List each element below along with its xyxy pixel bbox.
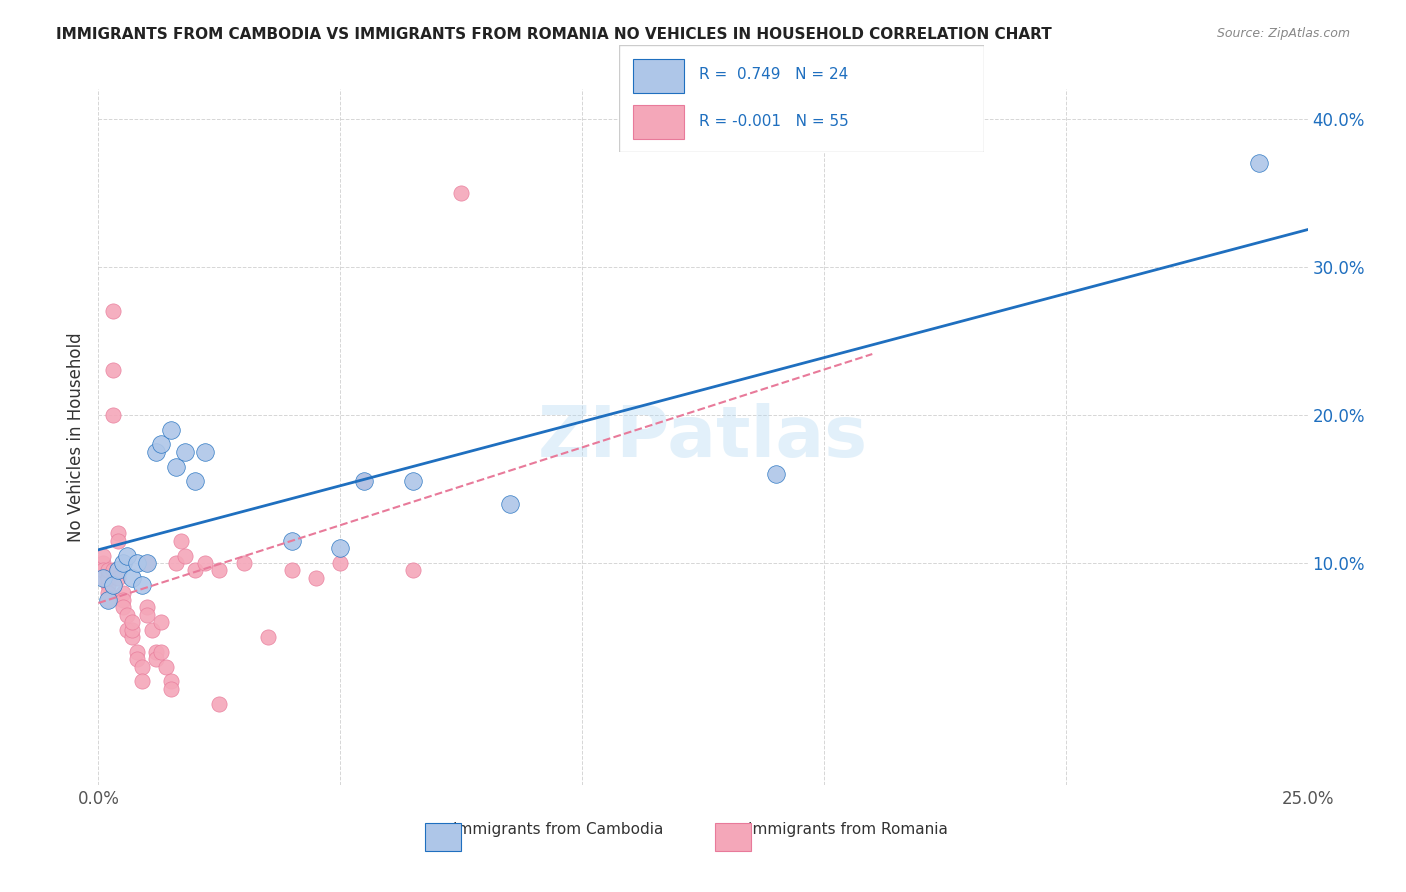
Point <box>117 607 139 622</box>
Point <box>97 593 120 607</box>
Point <box>135 607 157 622</box>
Point <box>194 445 217 459</box>
FancyBboxPatch shape <box>425 823 461 851</box>
FancyBboxPatch shape <box>619 45 984 152</box>
Point <box>101 363 124 377</box>
Point <box>101 563 124 577</box>
Point <box>160 674 183 689</box>
Point <box>305 571 328 585</box>
Point <box>150 437 173 451</box>
Point <box>101 304 124 318</box>
Point <box>91 571 114 585</box>
Point <box>91 563 114 577</box>
Point <box>97 563 120 577</box>
Point <box>174 445 197 459</box>
Point <box>135 556 157 570</box>
Point <box>121 571 143 585</box>
Point <box>121 623 143 637</box>
Point <box>353 475 375 489</box>
Text: ZIPatlas: ZIPatlas <box>538 402 868 472</box>
Point <box>91 549 114 563</box>
Point <box>160 423 183 437</box>
Point <box>141 623 163 637</box>
Point <box>281 533 304 548</box>
Point <box>194 556 217 570</box>
Point <box>97 571 120 585</box>
Point <box>131 659 153 673</box>
Point <box>111 600 134 615</box>
Text: Immigrants from Cambodia: Immigrants from Cambodia <box>453 822 664 837</box>
Point <box>402 475 425 489</box>
Point <box>127 645 149 659</box>
Point <box>160 681 183 696</box>
Point <box>256 630 278 644</box>
Point <box>329 556 352 570</box>
Point <box>165 556 187 570</box>
FancyBboxPatch shape <box>716 823 751 851</box>
Point <box>145 445 167 459</box>
Point <box>97 578 120 592</box>
Point <box>117 549 139 563</box>
Text: IMMIGRANTS FROM CAMBODIA VS IMMIGRANTS FROM ROMANIA NO VEHICLES IN HOUSEHOLD COR: IMMIGRANTS FROM CAMBODIA VS IMMIGRANTS F… <box>56 27 1052 42</box>
Point <box>101 408 124 422</box>
Point <box>131 578 153 592</box>
Point <box>184 475 207 489</box>
Text: R =  0.749   N = 24: R = 0.749 N = 24 <box>699 67 848 82</box>
Point <box>232 556 254 570</box>
FancyBboxPatch shape <box>633 59 685 93</box>
Point <box>184 563 207 577</box>
Point <box>498 497 520 511</box>
Point <box>127 652 149 666</box>
Point <box>135 600 157 615</box>
Point <box>765 467 787 481</box>
Point <box>121 630 143 644</box>
Point <box>1249 156 1271 170</box>
Point <box>281 563 304 577</box>
Point <box>117 623 139 637</box>
Point <box>127 556 149 570</box>
Point <box>91 556 114 570</box>
Point <box>91 563 114 577</box>
Point <box>169 533 191 548</box>
Point <box>97 585 120 599</box>
Point <box>131 674 153 689</box>
Point <box>145 645 167 659</box>
Text: R = -0.001   N = 55: R = -0.001 N = 55 <box>699 114 849 129</box>
Point <box>91 571 114 585</box>
Y-axis label: No Vehicles in Household: No Vehicles in Household <box>66 332 84 542</box>
Point <box>111 585 134 599</box>
Point <box>150 645 173 659</box>
Point <box>135 556 157 570</box>
Point <box>107 533 129 548</box>
Point <box>402 563 425 577</box>
Text: Source: ZipAtlas.com: Source: ZipAtlas.com <box>1216 27 1350 40</box>
Text: Immigrants from Romania: Immigrants from Romania <box>748 822 948 837</box>
Point <box>111 556 134 570</box>
Point <box>111 593 134 607</box>
Point <box>165 459 187 474</box>
Point <box>101 578 124 592</box>
Point <box>208 563 231 577</box>
Point <box>121 615 143 629</box>
Point <box>150 615 173 629</box>
Point <box>155 659 177 673</box>
Point <box>97 593 120 607</box>
Point <box>208 697 231 711</box>
FancyBboxPatch shape <box>633 104 685 139</box>
Point <box>145 652 167 666</box>
Point <box>174 549 197 563</box>
Point <box>329 541 352 555</box>
Point <box>107 571 129 585</box>
Point <box>353 475 375 489</box>
Point <box>107 563 129 577</box>
Point <box>107 526 129 541</box>
Point <box>450 186 472 200</box>
